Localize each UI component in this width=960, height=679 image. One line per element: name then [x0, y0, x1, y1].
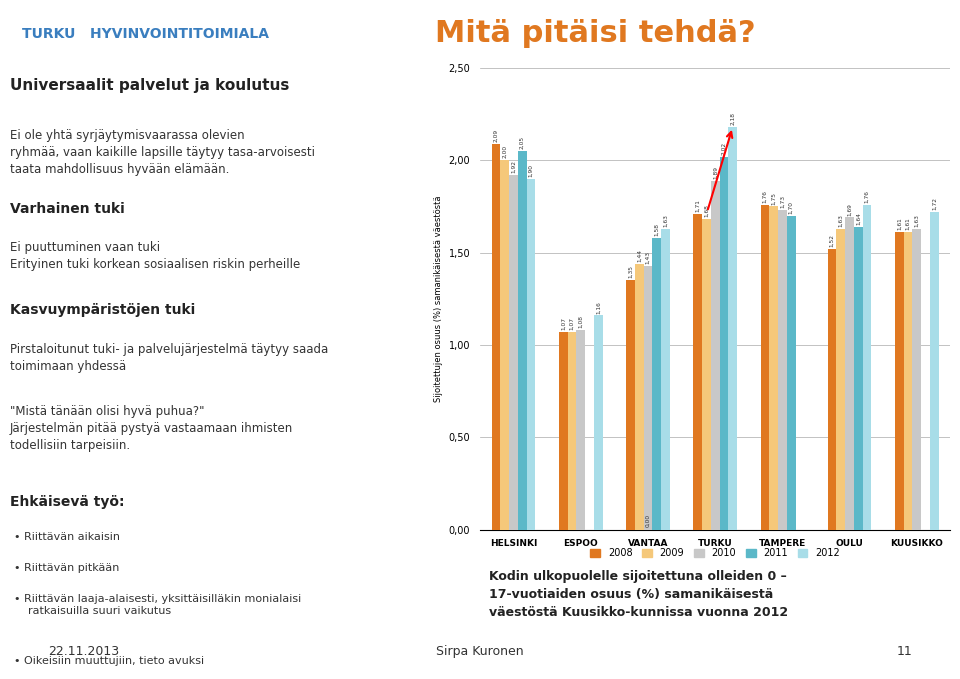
- Text: 1,63: 1,63: [914, 214, 920, 227]
- Text: 1,64: 1,64: [855, 212, 861, 225]
- Bar: [710, 181, 720, 530]
- Text: 11: 11: [897, 645, 912, 659]
- Bar: [828, 249, 836, 530]
- Bar: [643, 265, 653, 530]
- Text: 1,16: 1,16: [596, 301, 601, 314]
- Bar: [778, 210, 787, 530]
- Bar: [760, 204, 769, 530]
- Bar: [559, 332, 567, 530]
- Bar: [895, 232, 903, 530]
- Text: 1,07: 1,07: [569, 317, 575, 330]
- Text: TURKU   HYVINVOINTITOIMIALA: TURKU HYVINVOINTITOIMIALA: [22, 26, 269, 41]
- Text: 22.11.2013: 22.11.2013: [48, 645, 119, 659]
- Bar: [836, 229, 845, 530]
- Bar: [863, 204, 872, 530]
- Text: Kasvuympäristöjen tuki: Kasvuympäristöjen tuki: [10, 304, 195, 318]
- Bar: [518, 151, 527, 530]
- Text: 1,69: 1,69: [847, 203, 852, 216]
- Text: 2,05: 2,05: [519, 136, 525, 149]
- Text: 1,07: 1,07: [561, 317, 565, 330]
- Text: Ei ole yhtä syrjäytymisvaarassa olevien
ryhmää, vaan kaikille lapsille täytyy ta: Ei ole yhtä syrjäytymisvaarassa olevien …: [10, 129, 315, 176]
- Text: 1,90: 1,90: [529, 164, 534, 177]
- Text: 1,71: 1,71: [695, 199, 700, 212]
- Bar: [567, 332, 576, 530]
- Text: Kodin ulkopuolelle sijoitettuna olleiden 0 –
17-vuotiaiden osuus (%) samanikäise: Kodin ulkopuolelle sijoitettuna olleiden…: [490, 570, 788, 619]
- Text: Sirpa Kuronen: Sirpa Kuronen: [436, 645, 524, 659]
- Bar: [845, 217, 854, 530]
- Text: 1,70: 1,70: [788, 201, 794, 214]
- Bar: [769, 206, 778, 530]
- Text: 1,61: 1,61: [897, 218, 901, 230]
- Text: "Mistä tänään olisi hyvä puhua?"
Järjestelmän pitää pystyä vastaamaan ihmisten
t: "Mistä tänään olisi hyvä puhua?" Järjest…: [10, 405, 293, 452]
- Text: 1,35: 1,35: [628, 265, 633, 278]
- Text: 1,44: 1,44: [636, 249, 642, 262]
- Text: 1,61: 1,61: [905, 218, 911, 230]
- Text: Varhainen tuki: Varhainen tuki: [10, 202, 125, 216]
- Bar: [594, 315, 603, 530]
- Bar: [492, 144, 500, 530]
- Text: 2,02: 2,02: [721, 142, 727, 155]
- Text: • Riittävän pitkään: • Riittävän pitkään: [14, 563, 120, 572]
- Bar: [720, 157, 729, 530]
- Bar: [693, 214, 702, 530]
- Text: • Riittävän aikaisin: • Riittävän aikaisin: [14, 532, 120, 542]
- Bar: [930, 212, 939, 530]
- Text: Pirstaloitunut tuki- ja palvelujärjestelmä täytyy saada
toimimaan yhdessä: Pirstaloitunut tuki- ja palvelujärjestel…: [10, 343, 328, 373]
- Bar: [527, 179, 536, 530]
- Bar: [903, 232, 912, 530]
- Text: 1,76: 1,76: [762, 190, 767, 203]
- Text: 1,76: 1,76: [865, 190, 870, 203]
- Legend: 2008, 2009, 2010, 2011, 2012: 2008, 2009, 2010, 2011, 2012: [587, 545, 844, 562]
- Text: 1,43: 1,43: [645, 251, 651, 263]
- Text: 1,68: 1,68: [704, 204, 709, 217]
- Text: 2,09: 2,09: [493, 128, 498, 142]
- Text: 1,72: 1,72: [932, 197, 937, 210]
- Text: 2,00: 2,00: [502, 145, 508, 158]
- Text: 1,63: 1,63: [663, 214, 668, 227]
- Bar: [787, 216, 796, 530]
- Text: Universaalit palvelut ja koulutus: Universaalit palvelut ja koulutus: [10, 78, 289, 93]
- Bar: [702, 219, 710, 530]
- Text: • Riittävän laaja-alaisesti, yksittäisilläkin monialaisi
    ratkaisuilla suuri : • Riittävän laaja-alaisesti, yksittäisil…: [14, 593, 301, 616]
- Y-axis label: Sijoitettujen osuus (%) samanikäisestä väestöstä: Sijoitettujen osuus (%) samanikäisestä v…: [434, 196, 443, 402]
- Bar: [626, 280, 635, 530]
- Text: Mitä pitäisi tehdä?: Mitä pitäisi tehdä?: [435, 19, 756, 48]
- Bar: [576, 330, 586, 530]
- Text: 2,18: 2,18: [731, 112, 735, 125]
- Bar: [500, 160, 509, 530]
- Text: • Oikeisiin muuttujiin, tieto avuksi: • Oikeisiin muuttujiin, tieto avuksi: [14, 656, 204, 665]
- Text: Ei puuttuminen vaan tuki
Erityinen tuki korkean sosiaalisen riskin perheille: Ei puuttuminen vaan tuki Erityinen tuki …: [10, 242, 300, 272]
- Bar: [635, 263, 643, 530]
- Bar: [661, 229, 670, 530]
- Text: 1,75: 1,75: [771, 191, 777, 204]
- Text: 1,58: 1,58: [654, 223, 660, 236]
- Bar: [509, 175, 518, 530]
- Text: 1,63: 1,63: [838, 214, 844, 227]
- Bar: [729, 127, 737, 530]
- Bar: [912, 229, 922, 530]
- Text: 1,73: 1,73: [780, 196, 785, 208]
- Text: 1,89: 1,89: [712, 166, 718, 179]
- Text: 1,92: 1,92: [511, 160, 516, 173]
- Text: 1,52: 1,52: [829, 234, 834, 247]
- Text: 0,00: 0,00: [645, 514, 651, 527]
- Bar: [653, 238, 661, 530]
- Text: 1,08: 1,08: [578, 315, 584, 329]
- Text: Ehkäisevä työ:: Ehkäisevä työ:: [10, 495, 124, 509]
- Bar: [854, 227, 863, 530]
